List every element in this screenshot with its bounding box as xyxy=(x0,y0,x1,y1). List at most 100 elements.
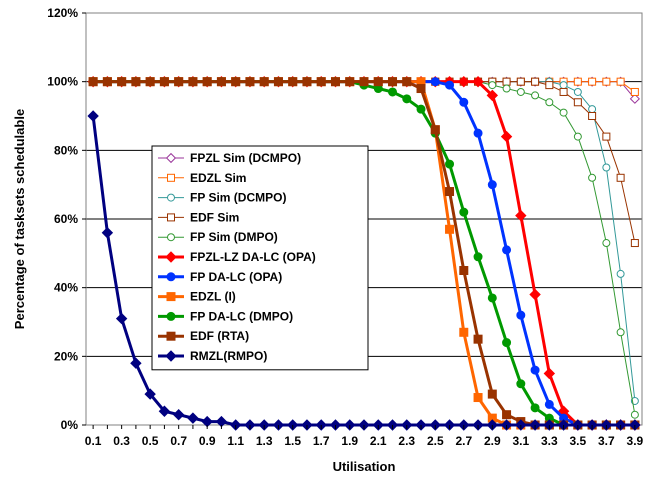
data-point xyxy=(445,80,455,90)
data-point xyxy=(500,130,513,143)
x-tick-label: 2.3 xyxy=(398,434,415,448)
x-tick-label: 0.7 xyxy=(170,434,187,448)
data-point xyxy=(172,408,185,421)
data-point xyxy=(345,77,355,87)
legend-label: EDZL (I) xyxy=(190,290,236,304)
data-point xyxy=(115,312,128,325)
data-point xyxy=(216,77,226,87)
data-point xyxy=(616,77,625,86)
data-point xyxy=(174,77,184,87)
data-point xyxy=(516,310,526,320)
legend-entry: EDF (RTA) xyxy=(158,329,249,343)
data-point xyxy=(445,159,455,169)
data-point xyxy=(316,77,326,87)
data-point xyxy=(458,75,470,88)
legend-marker xyxy=(166,292,176,302)
x-axis-label: Utilisation xyxy=(333,459,396,474)
data-point xyxy=(459,97,469,107)
data-point xyxy=(288,77,298,87)
data-point xyxy=(588,112,597,120)
data-point xyxy=(388,77,398,87)
legend-label: FP Sim (DCMPO) xyxy=(190,191,286,205)
data-point xyxy=(445,224,455,234)
data-point xyxy=(430,125,440,135)
data-point xyxy=(559,87,568,96)
data-point xyxy=(616,173,625,182)
data-point xyxy=(144,388,156,400)
x-tick-label: 3.7 xyxy=(598,434,615,448)
data-point xyxy=(131,77,141,87)
data-point xyxy=(502,77,511,86)
data-point xyxy=(159,77,169,87)
legend-label: RMZL(RMPO) xyxy=(190,349,267,363)
data-point xyxy=(486,89,499,102)
data-point xyxy=(259,77,269,87)
legend-marker xyxy=(165,251,177,263)
x-tick-label: 2.7 xyxy=(455,434,472,448)
legend-entry: FP Sim (DMPO) xyxy=(158,230,278,244)
data-point xyxy=(630,239,639,248)
x-tick-label: 2.1 xyxy=(370,434,387,448)
data-point xyxy=(573,77,582,86)
data-point xyxy=(488,81,497,90)
data-point xyxy=(445,187,455,197)
data-point xyxy=(202,77,212,87)
legend-label: FPZL Sim (DCMPO) xyxy=(190,151,301,165)
data-point xyxy=(416,84,426,94)
data-point xyxy=(602,132,611,141)
x-tick-label: 3.5 xyxy=(570,434,587,448)
legend-entry: FPZL-LZ DA-LC (OPA) xyxy=(158,250,316,264)
data-point xyxy=(559,108,568,117)
legend-entry: FPZL Sim (DCMPO) xyxy=(158,151,301,165)
data-point xyxy=(88,77,98,87)
data-point xyxy=(187,412,199,424)
data-point xyxy=(531,77,540,86)
data-point xyxy=(530,403,540,413)
data-point xyxy=(402,94,412,104)
legend-entry: EDF Sim xyxy=(158,210,239,224)
x-tick-label: 2.5 xyxy=(427,434,444,448)
data-point xyxy=(573,87,582,96)
data-point xyxy=(573,132,582,141)
data-point xyxy=(588,173,597,182)
data-point xyxy=(543,367,556,380)
data-point xyxy=(502,410,512,420)
data-point xyxy=(502,245,512,255)
data-point xyxy=(473,128,483,138)
data-point xyxy=(130,357,142,369)
legend-entry: RMZL(RMPO) xyxy=(158,349,267,363)
data-point xyxy=(516,87,525,96)
legend-marker xyxy=(167,173,175,182)
x-tick-label: 3.1 xyxy=(512,434,529,448)
data-point xyxy=(629,93,640,104)
x-tick-label: 0.3 xyxy=(113,434,130,448)
y-tick-label: 100% xyxy=(47,75,78,89)
data-point xyxy=(245,77,255,87)
x-tick-label: 0.1 xyxy=(85,434,102,448)
legend-entry: FP DA-LC (DMPO) xyxy=(158,309,293,323)
data-point xyxy=(473,393,483,403)
legend-marker xyxy=(166,331,176,341)
legend-box xyxy=(151,145,369,371)
y-tick-label: 60% xyxy=(54,212,78,226)
x-tick-label: 3.9 xyxy=(627,434,644,448)
legend-marker xyxy=(166,311,176,321)
legend-marker xyxy=(165,350,177,362)
data-point xyxy=(145,77,155,87)
data-point xyxy=(373,77,383,87)
data-point xyxy=(359,77,369,87)
data-point xyxy=(545,98,554,107)
data-point xyxy=(188,77,198,87)
y-tick-label: 120% xyxy=(47,6,78,20)
x-tick-label: 0.9 xyxy=(199,434,216,448)
x-tick-label: 1.9 xyxy=(341,434,358,448)
data-point xyxy=(502,84,511,93)
data-point xyxy=(101,227,114,239)
legend: FPZL Sim (DCMPO) EDZL Sim FP Sim (DCMPO) ED… xyxy=(151,145,369,371)
data-point xyxy=(158,405,171,417)
data-point xyxy=(302,77,312,87)
data-point xyxy=(545,81,554,90)
data-point xyxy=(630,87,639,96)
x-tick-label: 1.1 xyxy=(227,434,244,448)
